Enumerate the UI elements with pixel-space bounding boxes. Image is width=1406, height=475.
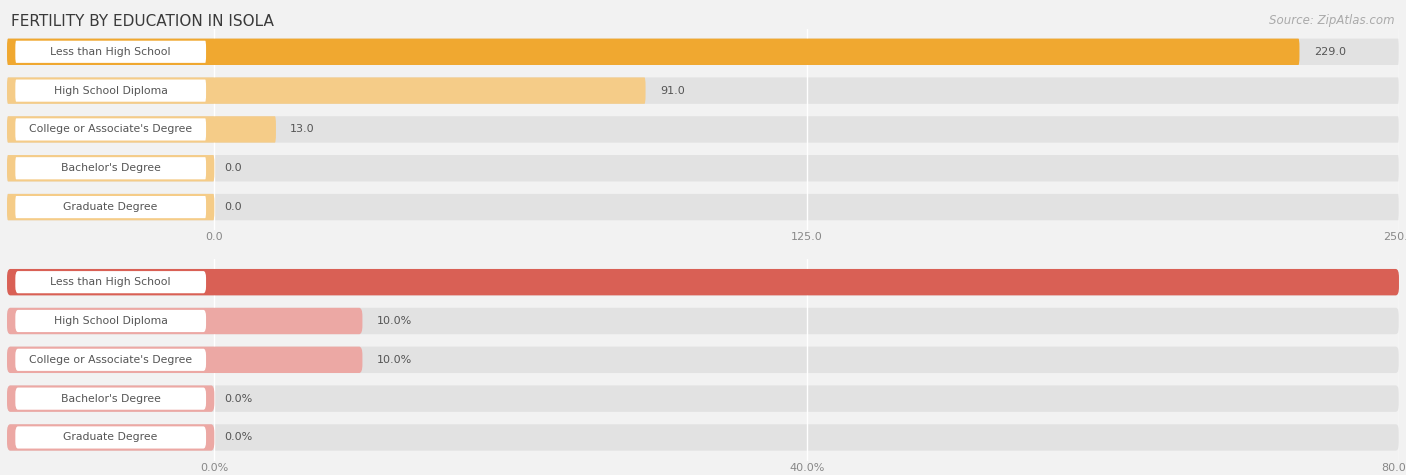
Text: 40.0%: 40.0% xyxy=(789,463,824,473)
Text: Source: ZipAtlas.com: Source: ZipAtlas.com xyxy=(1270,14,1395,27)
FancyBboxPatch shape xyxy=(15,79,207,102)
FancyBboxPatch shape xyxy=(7,38,1399,65)
Text: High School Diploma: High School Diploma xyxy=(53,86,167,95)
Text: Graduate Degree: Graduate Degree xyxy=(63,432,157,442)
FancyBboxPatch shape xyxy=(15,196,207,218)
Text: 13.0: 13.0 xyxy=(290,124,315,134)
Text: 125.0: 125.0 xyxy=(790,232,823,242)
FancyBboxPatch shape xyxy=(7,308,363,334)
Text: Less than High School: Less than High School xyxy=(51,277,172,287)
Text: FERTILITY BY EDUCATION IN ISOLA: FERTILITY BY EDUCATION IN ISOLA xyxy=(11,14,274,29)
Text: College or Associate's Degree: College or Associate's Degree xyxy=(30,355,193,365)
FancyBboxPatch shape xyxy=(7,269,1399,295)
FancyBboxPatch shape xyxy=(7,77,645,104)
FancyBboxPatch shape xyxy=(7,347,363,373)
FancyBboxPatch shape xyxy=(7,385,214,412)
Text: 10.0%: 10.0% xyxy=(377,355,412,365)
FancyBboxPatch shape xyxy=(7,347,1399,373)
Text: Less than High School: Less than High School xyxy=(51,47,172,57)
Text: College or Associate's Degree: College or Associate's Degree xyxy=(30,124,193,134)
Text: 80.0%: 80.0% xyxy=(1381,463,1406,473)
FancyBboxPatch shape xyxy=(7,424,1399,451)
FancyBboxPatch shape xyxy=(7,77,1399,104)
FancyBboxPatch shape xyxy=(15,427,207,448)
FancyBboxPatch shape xyxy=(15,388,207,410)
Text: 10.0%: 10.0% xyxy=(377,316,412,326)
FancyBboxPatch shape xyxy=(7,155,214,181)
Text: 0.0: 0.0 xyxy=(224,202,242,212)
FancyBboxPatch shape xyxy=(15,271,207,293)
FancyBboxPatch shape xyxy=(7,116,276,142)
Text: 229.0: 229.0 xyxy=(1313,47,1346,57)
FancyBboxPatch shape xyxy=(7,269,1399,295)
FancyBboxPatch shape xyxy=(7,385,1399,412)
Text: 250.0: 250.0 xyxy=(1384,232,1406,242)
FancyBboxPatch shape xyxy=(15,157,207,180)
FancyBboxPatch shape xyxy=(7,194,214,220)
Text: Bachelor's Degree: Bachelor's Degree xyxy=(60,394,160,404)
Text: High School Diploma: High School Diploma xyxy=(53,316,167,326)
Text: Bachelor's Degree: Bachelor's Degree xyxy=(60,163,160,173)
FancyBboxPatch shape xyxy=(15,349,207,371)
FancyBboxPatch shape xyxy=(15,310,207,332)
Text: 0.0: 0.0 xyxy=(205,232,224,242)
FancyBboxPatch shape xyxy=(7,38,1299,65)
Text: 0.0%: 0.0% xyxy=(224,432,252,442)
FancyBboxPatch shape xyxy=(7,424,214,451)
FancyBboxPatch shape xyxy=(7,155,1399,181)
FancyBboxPatch shape xyxy=(15,41,207,63)
FancyBboxPatch shape xyxy=(15,118,207,141)
Text: 0.0: 0.0 xyxy=(224,163,242,173)
Text: 0.0%: 0.0% xyxy=(200,463,228,473)
Text: 0.0%: 0.0% xyxy=(224,394,252,404)
Text: Graduate Degree: Graduate Degree xyxy=(63,202,157,212)
FancyBboxPatch shape xyxy=(7,116,1399,142)
FancyBboxPatch shape xyxy=(7,308,1399,334)
Text: 91.0: 91.0 xyxy=(659,86,685,95)
FancyBboxPatch shape xyxy=(7,194,1399,220)
